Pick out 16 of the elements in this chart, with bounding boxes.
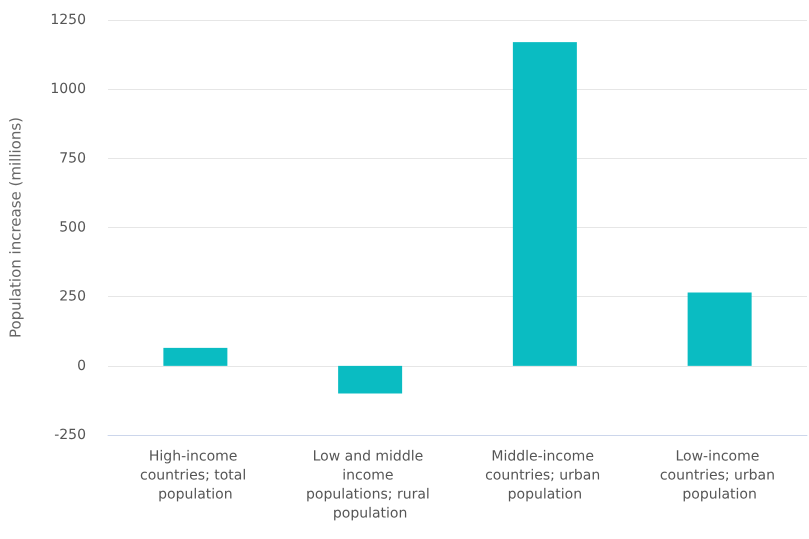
bar [163,348,228,366]
bar [688,292,752,366]
x-tick-label: High-income countries; total population [140,448,251,502]
y-tick-label: 1000 [50,81,86,98]
y-axis-title: Population increase (millions) [6,116,24,338]
y-tick-label: 0 [77,358,86,374]
y-tick-label: 500 [59,220,86,236]
bar [512,42,577,366]
bar [338,366,402,394]
y-tick-label: -250 [54,427,86,443]
y-tick-label: 1250 [50,12,86,28]
x-tick-label: Low-income countries; urban population [660,448,780,502]
x-tick-label: Middle-income countries; urban population [485,448,605,502]
y-tick-label: 250 [59,288,86,305]
y-tick-label: 750 [59,150,86,166]
x-tick-label: Low and middle income populations; rural population [306,448,434,522]
